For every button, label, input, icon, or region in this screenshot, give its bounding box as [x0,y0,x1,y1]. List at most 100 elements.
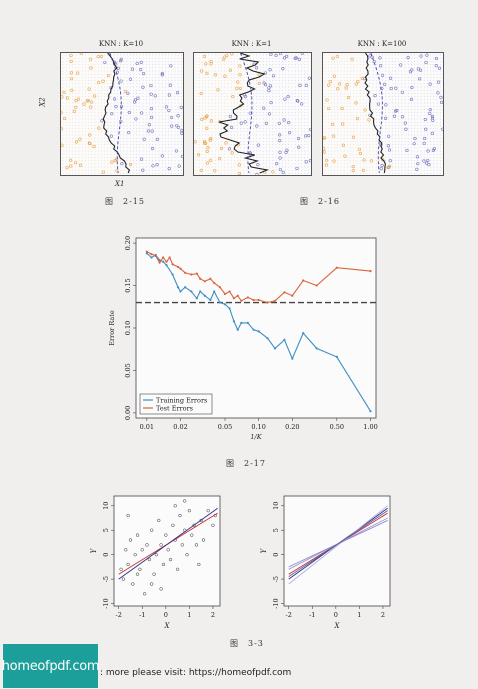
legend-training-label: Training Errors [156,397,207,405]
knn-background-grid [195,54,309,174]
regression-data-point [152,572,156,576]
regression-fit-line [288,505,388,585]
test-errors-point [236,294,239,297]
regression-data-point [128,538,133,542]
training-errors-point [315,347,318,350]
knn-k10-plot [61,53,183,174]
test-errors-point [190,273,193,276]
regression-data-point [133,553,137,557]
regression-data-point [150,582,154,586]
training-errors-point [176,286,180,289]
training-errors-point [266,337,269,340]
regression-y-tick-label: 5 [272,528,280,532]
regression-data-point [159,587,163,591]
error-legend [139,393,213,415]
regression-x-tick-label: 0 [334,611,338,619]
regression-x-tick-label: 2 [381,611,385,619]
training-errors-point [228,307,231,310]
test-errors-point [283,291,286,294]
regression-data-point [135,572,140,576]
knn-data-points [323,53,443,173]
homeofpdf-logo[interactable]: homeofpdf.com [2,644,100,688]
regression-y-tick-label: -5 [272,576,280,582]
regression-x-tick-label: 1 [357,611,361,619]
test-errors-point [315,284,318,287]
test-errors-point [150,253,153,256]
regression-y-tick-label: -10 [102,598,110,608]
error-x-axis-label: 1/K [250,433,262,441]
error-x-tick-label: 0.50 [330,423,344,431]
regression-y-tick-label: 0 [102,553,110,557]
test-errors-point [184,271,187,274]
knn-data-points [194,53,311,175]
error-rate-chart: 0.00 0.05 0.10 0.15 0.20 0.01 0.02 0.05 0.10 0.20… [108,236,378,441]
training-errors-point [213,290,216,293]
training-errors-point [240,321,243,325]
regression-y-tick-label: -10 [272,598,280,608]
training-errors-point [236,328,239,331]
regression-data-point [206,509,210,513]
knn-data-points [61,53,183,174]
training-errors-point [273,347,277,350]
regression-y-tick-label: 10 [272,502,280,510]
training-errors-point [190,290,193,293]
error-y-tick-label: 0.15 [124,278,132,292]
regression-data-point [185,553,189,557]
knn-k10-panel [60,52,184,176]
caption-fig-2-16: 图 2-16 [300,197,340,206]
knn-k10-title: KNN : K=10 [98,40,144,48]
test-errors-point [195,272,198,275]
regression-x-tick-label: -1 [139,611,145,619]
regression-data-point [159,543,163,547]
regression-data-point [131,582,135,586]
regression-data-point [199,518,203,523]
regression-plot-frame [283,495,391,607]
test-errors-point [252,298,255,302]
training-errors-point [203,294,206,297]
test-errors-point [266,301,269,304]
training-errors-point [195,297,198,300]
regression-data-point [145,543,149,547]
test-errors-point [335,266,338,269]
regression-data-point [157,518,161,523]
regression-data-point [161,562,166,567]
test-errors-point [176,265,180,268]
test-errors-point [145,250,148,253]
error-x-tick-label: 0.10 [251,423,265,431]
regression-x-tick-label: 2 [211,611,215,619]
regression-data-point [171,523,175,527]
test-errors-point [218,286,221,289]
regression-data-point [147,557,151,562]
test-errors-point [240,299,243,302]
footer-visit-text[interactable]: : more please visit: https://homeofpdf.c… [100,668,292,678]
training-errors-point [291,357,294,360]
regression-data-point [168,557,173,562]
regression-x-tick-label: -2 [116,611,122,619]
regression-data-point [121,577,126,581]
knn-bayes-boundary [109,53,122,174]
regression-data-point [190,533,194,537]
regression-data-point [192,523,196,527]
error-y-tick-label: 0.00 [124,406,132,420]
knn-decision-boundary [364,53,386,174]
knn-k100-panel [322,52,444,176]
error-x-tick-label: 0.05 [218,423,232,431]
test-errors-point [257,298,260,302]
knn-decision-boundary [218,53,270,174]
regression-y-tick-label: 5 [102,528,110,532]
regression-data-point [178,513,182,518]
training-errors-point [302,331,305,335]
test-errors-point [213,281,216,285]
training-errors-point [199,290,202,293]
regression-x-axis-label: X [164,622,171,630]
test-errors-point [165,260,168,263]
regression-x-tick-label: -1 [309,611,315,619]
regression-x-axis-label: X [334,622,341,630]
regression-data-point [138,567,142,571]
regression-y-tick-label: 10 [102,502,110,510]
training-errors-point [179,290,182,293]
knn-k1-panel [193,52,312,176]
regression-data-point [154,553,159,557]
error-y-tick-label: 0.10 [124,321,132,335]
